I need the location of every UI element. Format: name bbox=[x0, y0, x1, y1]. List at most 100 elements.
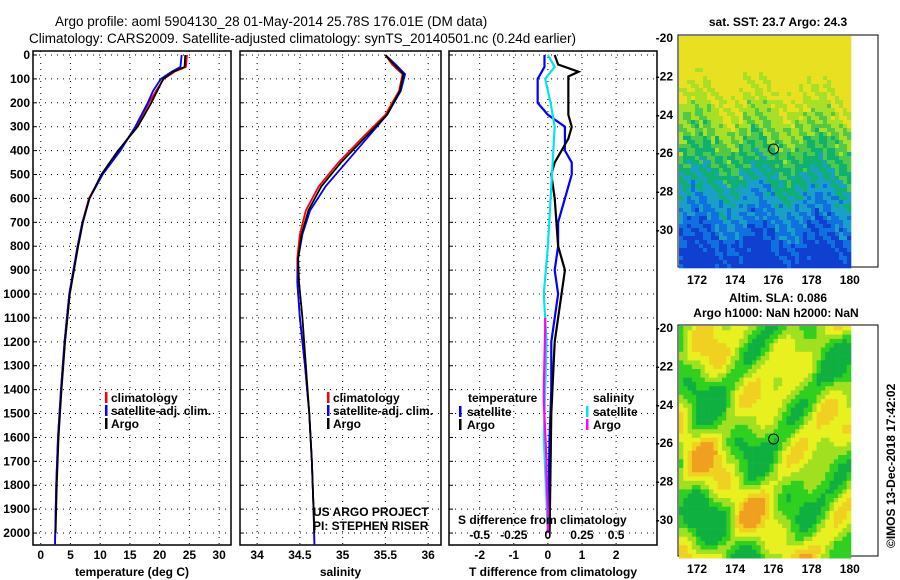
map-cell bbox=[759, 228, 764, 233]
map-cell bbox=[839, 220, 844, 225]
map-cell bbox=[787, 236, 792, 241]
map-cell bbox=[811, 204, 816, 209]
map-cell bbox=[756, 489, 761, 494]
map-cell bbox=[699, 184, 704, 189]
map-cell bbox=[723, 104, 728, 109]
map-cell bbox=[808, 390, 813, 396]
map-cell bbox=[695, 100, 700, 105]
map-cell bbox=[683, 386, 688, 391]
map-cell bbox=[687, 100, 692, 105]
map-cell bbox=[707, 192, 712, 197]
map-cell bbox=[771, 128, 776, 133]
map-cell bbox=[775, 200, 780, 205]
map-cell bbox=[679, 240, 684, 245]
map-cell bbox=[704, 351, 710, 357]
map-cell bbox=[717, 424, 723, 430]
map-cell bbox=[846, 506, 852, 512]
map-cell bbox=[843, 256, 848, 261]
map-cell bbox=[760, 433, 766, 439]
map-cell bbox=[687, 403, 693, 408]
map-cell bbox=[775, 112, 780, 117]
map-cell bbox=[727, 196, 732, 201]
map-cell bbox=[795, 116, 800, 121]
map-cell bbox=[747, 399, 753, 404]
map-cell bbox=[838, 498, 843, 503]
map-cell bbox=[820, 467, 826, 473]
map-cell bbox=[803, 498, 809, 503]
map-cell bbox=[842, 502, 847, 507]
map-cell bbox=[743, 88, 748, 93]
map-cell bbox=[703, 60, 708, 65]
map-cell bbox=[833, 420, 839, 426]
map-cell bbox=[743, 364, 749, 370]
map-cell bbox=[782, 403, 787, 408]
map-cell bbox=[726, 515, 731, 520]
map-cell bbox=[711, 68, 716, 73]
map-cell bbox=[763, 44, 768, 49]
map-cell bbox=[787, 36, 792, 41]
map-cell bbox=[687, 510, 693, 516]
map-cell bbox=[790, 476, 796, 482]
map-cell bbox=[687, 120, 692, 125]
map-cell bbox=[846, 429, 852, 434]
map-cell bbox=[787, 232, 792, 237]
map-cell bbox=[786, 536, 792, 542]
map-cell bbox=[734, 416, 740, 421]
map-cell bbox=[779, 136, 784, 141]
map-cell bbox=[811, 192, 816, 197]
map-cell bbox=[846, 326, 852, 331]
map-cell bbox=[743, 252, 748, 257]
map-cell bbox=[739, 60, 744, 65]
map-cell bbox=[695, 88, 700, 93]
map-cell bbox=[839, 264, 844, 269]
map-cell bbox=[833, 407, 839, 413]
map-cell bbox=[842, 364, 847, 370]
map-cell bbox=[709, 519, 714, 525]
map-cell bbox=[786, 519, 792, 525]
map-cell bbox=[679, 515, 684, 520]
map-cell bbox=[838, 472, 843, 477]
map-cell bbox=[717, 386, 723, 391]
map-cell bbox=[752, 394, 757, 400]
map-cell bbox=[727, 68, 732, 73]
map-cell bbox=[683, 459, 688, 464]
map-cell bbox=[683, 200, 688, 205]
map-cell bbox=[683, 264, 688, 269]
map-cell bbox=[743, 532, 749, 537]
map-cell bbox=[679, 116, 684, 121]
map-cell bbox=[783, 128, 788, 133]
map-cell bbox=[827, 128, 832, 133]
map-cell bbox=[777, 390, 783, 396]
map-cell bbox=[799, 132, 804, 137]
map-cell bbox=[769, 480, 774, 486]
map-cell bbox=[703, 204, 708, 209]
map-cell bbox=[709, 510, 714, 516]
map-cell bbox=[743, 485, 749, 490]
map-cell bbox=[842, 347, 847, 353]
map-cell bbox=[787, 60, 792, 65]
map-cell bbox=[719, 132, 724, 137]
map-cell bbox=[683, 108, 688, 113]
map-cell bbox=[773, 386, 779, 391]
map-cell bbox=[843, 220, 848, 225]
map-cell bbox=[759, 224, 764, 229]
map-cell bbox=[751, 260, 756, 265]
map-cell bbox=[825, 394, 830, 400]
map-cell bbox=[713, 532, 718, 537]
map-cell bbox=[747, 416, 753, 421]
map-cell bbox=[816, 472, 822, 477]
map-cell bbox=[734, 407, 740, 413]
map-cell bbox=[825, 510, 830, 516]
map-cell bbox=[691, 160, 696, 165]
map-cell bbox=[683, 489, 688, 494]
y-tick-label: 700 bbox=[10, 215, 30, 229]
map-cell bbox=[767, 200, 772, 205]
map-cell bbox=[773, 519, 779, 525]
map-cell bbox=[820, 480, 826, 486]
map-cell bbox=[711, 232, 716, 237]
map-cell bbox=[730, 510, 736, 516]
map-cell bbox=[752, 412, 757, 417]
map-cell bbox=[823, 176, 828, 181]
map-cell bbox=[842, 463, 847, 469]
map-cell bbox=[687, 553, 693, 559]
